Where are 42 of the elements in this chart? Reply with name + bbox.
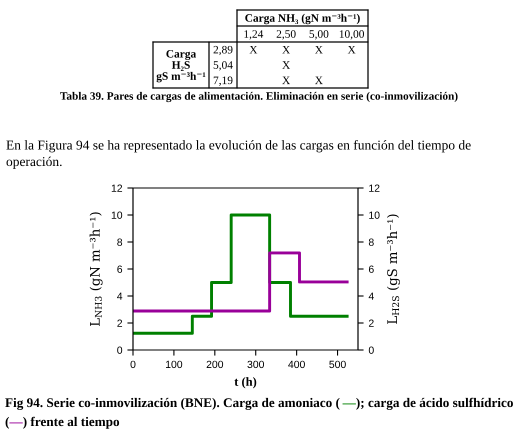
x-tick-label: 500 [329, 360, 346, 368]
y2-tick-label: 10 [369, 212, 380, 219]
x-tick-label: 200 [206, 360, 224, 368]
text: Carga NH₃ (gN m⁻³h⁻¹) [245, 14, 360, 24]
category-label: 10,00 [340, 30, 364, 40]
text: En la Figura 94 se ha representado la evolución de las cargas en función del tiempo de operación. [6, 140, 471, 169]
category-label: 5,00 [310, 30, 328, 40]
text: X [348, 46, 356, 54]
x-tick-label: 100 [166, 360, 182, 368]
category-label: 1,24 [244, 30, 264, 40]
text: X [282, 61, 290, 69]
x-tick-label: 400 [288, 360, 305, 368]
text: Fig 94. Serie co-inmovilización (BNE). Carga de amoniaco (—); carga de ácido sulfhídrico (—) frente al tiempo [5, 398, 513, 429]
text: Tabla 39. Pares de cargas de alimentación. Eliminación en serie (co-inmovilización) [60, 92, 458, 102]
x-tick-label: 0 [130, 360, 136, 368]
y-tick-label: 6 [117, 266, 122, 273]
y-tick-label: 2 [117, 320, 122, 327]
y2-tick-label: 4 [368, 292, 374, 300]
y2-tick-label: 12 [369, 184, 380, 192]
y2-tick-label: 0 [368, 346, 374, 354]
y2-axis-title: L$_{H2S}$ (gS m⁻³h⁻¹) [386, 214, 400, 324]
text: Carga H₂S gS m⁻³h⁻¹ [156, 50, 206, 82]
x-tick-label: 300 [247, 360, 264, 368]
x-axis-title: t (h) [234, 377, 256, 388]
text: X [315, 76, 323, 84]
y-tick-label: 0 [117, 346, 122, 354]
y-tick-label: 10 [112, 212, 122, 219]
y-axis-title: L$_{NH3}$ (gN m⁻³h⁻¹) [90, 212, 103, 326]
category-label: 2,89 [214, 46, 232, 56]
category-label: 7,19 [214, 76, 232, 86]
y-tick-label: 4 [117, 292, 122, 300]
y2-tick-label: 6 [368, 266, 374, 273]
text: X [315, 46, 323, 54]
y2-tick-label: 2 [368, 320, 374, 327]
text: X [282, 76, 290, 84]
category-label: 5,04 [214, 61, 233, 70]
category-label: 2,50 [276, 30, 296, 40]
y-tick-label: 8 [117, 238, 122, 246]
text: X [250, 46, 258, 54]
text: X [282, 46, 290, 54]
y2-tick-label: 8 [368, 238, 374, 246]
y-tick-label: 12 [112, 184, 122, 192]
